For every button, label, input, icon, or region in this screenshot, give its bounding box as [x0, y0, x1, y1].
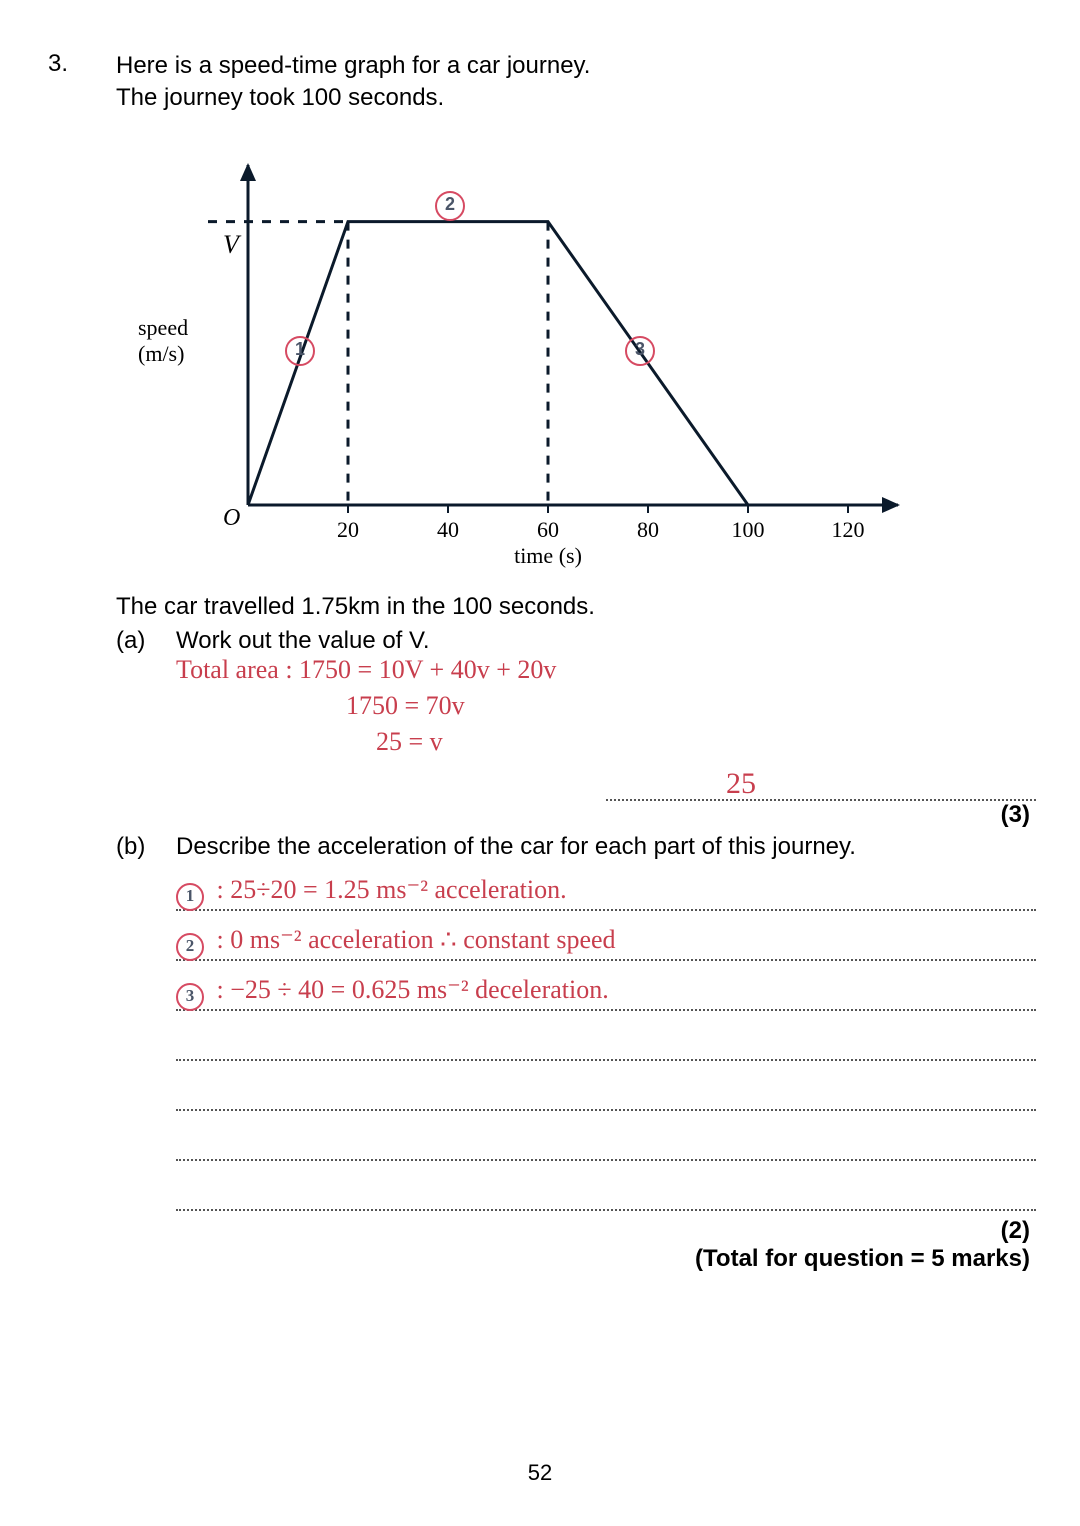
answer-text-3: : −25 ÷ 40 = 0.625 ms⁻² deceleration.: [210, 975, 609, 1004]
part-a-working: Total area : 1750 = 10V + 40v + 20v 1750…: [176, 655, 1032, 757]
answer-line-a: 25: [176, 765, 1032, 801]
answer-bubble-3: 3: [176, 983, 204, 1011]
part-a: (a) Work out the value of V.: [116, 627, 1032, 655]
question-text: Here is a speed-time graph for a car jou…: [116, 50, 590, 115]
origin-label: O: [223, 505, 240, 532]
question-header: 3. Here is a speed-time graph for a car …: [48, 50, 1032, 115]
work-line-3: 25 = v: [376, 727, 1032, 757]
answer-line: [176, 1175, 1036, 1211]
part-b-prompt: Describe the acceleration of the car for…: [176, 833, 1032, 861]
answer-line: [176, 1125, 1036, 1161]
part-a-prompt: Work out the value of V.: [176, 627, 1032, 655]
distance-statement: The car travelled 1.75km in the 100 seco…: [116, 593, 1032, 621]
answer-line: [176, 1025, 1036, 1061]
x-tick-label: 60: [537, 517, 559, 543]
v-label: V: [223, 230, 239, 260]
work-line-2: 1750 = 70v: [346, 691, 1032, 721]
segment-bubble-1: 1: [285, 336, 315, 366]
answer-line: 2 : 0 ms⁻² acceleration ∴ constant speed: [176, 925, 1036, 961]
x-tick-label: 20: [337, 517, 359, 543]
part-a-answer: 25: [726, 767, 756, 801]
x-tick-label: 80: [637, 517, 659, 543]
part-b-marks: (2): [116, 1217, 1030, 1245]
question-line-1: Here is a speed-time graph for a car jou…: [116, 52, 590, 79]
speed-time-graph: speed (m/s) O V 20406080100120 time (s) …: [138, 145, 958, 575]
answer-bubble-2: 2: [176, 933, 204, 961]
y-axis-label: speed (m/s): [138, 315, 188, 367]
part-b-letter: (b): [116, 833, 176, 861]
total-marks: (Total for question = 5 marks): [116, 1245, 1030, 1273]
answer-line: 1 : 25÷20 = 1.25 ms⁻² acceleration.: [176, 875, 1036, 911]
part-a-letter: (a): [116, 627, 176, 655]
answer-text-1: : 25÷20 = 1.25 ms⁻² acceleration.: [210, 875, 567, 904]
answer-bubble-1: 1: [176, 883, 204, 911]
x-tick-label: 100: [732, 517, 765, 543]
x-axis-label: time (s): [514, 543, 582, 569]
answer-text-2: : 0 ms⁻² acceleration ∴ constant speed: [210, 925, 616, 954]
x-tick-label: 40: [437, 517, 459, 543]
work-line-1: Total area : 1750 = 10V + 40v + 20v: [176, 655, 1032, 685]
question-number: 3.: [48, 50, 88, 78]
page-number: 52: [528, 1460, 552, 1486]
answer-line: 3 : −25 ÷ 40 = 0.625 ms⁻² deceleration.: [176, 975, 1036, 1011]
part-a-marks: (3): [116, 801, 1030, 829]
question-line-2: The journey took 100 seconds.: [116, 84, 444, 111]
segment-bubble-3: 3: [625, 336, 655, 366]
answer-line: [176, 1075, 1036, 1111]
graph-svg: [138, 145, 958, 565]
part-b: (b) Describe the acceleration of the car…: [116, 833, 1032, 861]
worksheet-page: 3. Here is a speed-time graph for a car …: [0, 0, 1080, 1526]
x-tick-label: 120: [832, 517, 865, 543]
